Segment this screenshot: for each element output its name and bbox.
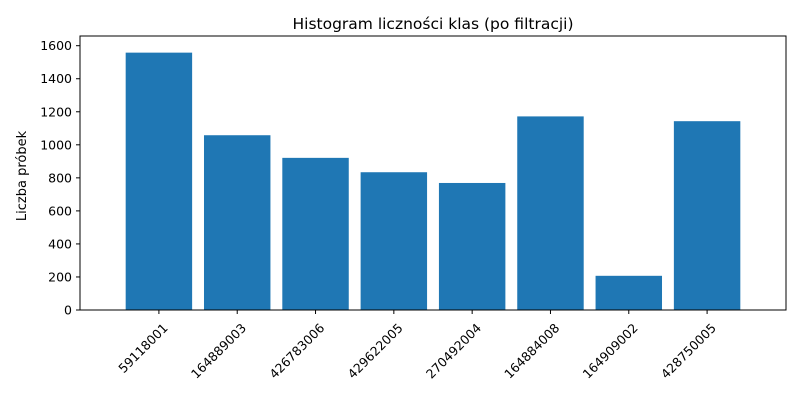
bars-group bbox=[125, 52, 741, 311]
y-tick-label: 600 bbox=[48, 203, 72, 218]
x-tick-label: 59118001 bbox=[115, 320, 171, 376]
y-axis-ticks: 0 200 400 600 800 1000 1200 1400 1600 bbox=[40, 38, 80, 318]
bar-428750005 bbox=[673, 121, 741, 310]
bar-429622005 bbox=[360, 172, 428, 310]
x-tick-label: 164884008 bbox=[501, 320, 562, 381]
y-tick-label: 800 bbox=[48, 170, 72, 185]
bar-164889003 bbox=[203, 135, 271, 310]
y-axis-label: Liczba próbek bbox=[15, 130, 30, 221]
bar-426783006 bbox=[282, 157, 349, 310]
x-tick-label: 270492004 bbox=[423, 320, 484, 381]
bar-164884008 bbox=[517, 116, 584, 311]
y-tick-label: 1000 bbox=[40, 137, 72, 152]
x-tick-label: 164909002 bbox=[579, 320, 640, 381]
y-tick-label: 0 bbox=[64, 303, 72, 318]
x-axis-ticks: 59118001 164889003 426783006 429622005 27049… bbox=[115, 310, 719, 382]
x-tick-label: 429622005 bbox=[345, 320, 406, 381]
bar-59118001 bbox=[125, 52, 193, 310]
x-tick-label: 164889003 bbox=[188, 320, 249, 381]
plot-frame bbox=[79, 35, 787, 311]
y-tick-label: 1200 bbox=[40, 104, 72, 119]
y-tick-label: 1400 bbox=[40, 71, 72, 86]
bar-270492004 bbox=[438, 182, 506, 310]
chart-title: Histogram liczności klas (po filtracji) bbox=[292, 15, 573, 33]
x-tick-label: 428750005 bbox=[658, 320, 719, 381]
bar-164909002 bbox=[595, 275, 663, 310]
y-tick-label: 200 bbox=[48, 269, 72, 284]
x-tick-label: 426783006 bbox=[266, 320, 327, 381]
y-tick-label: 400 bbox=[48, 236, 72, 251]
y-tick-label: 1600 bbox=[40, 38, 72, 53]
